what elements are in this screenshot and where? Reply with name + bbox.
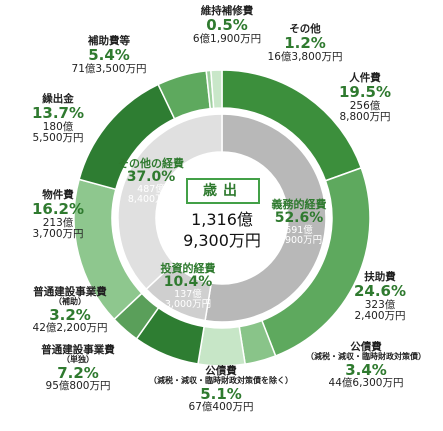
inner-slice-2 <box>117 113 223 291</box>
label-futsu-kensetsu-tandoku: 普通建設事業費 （単独） 7.2% 95億800万円 <box>41 344 115 393</box>
label-sonota-no-keihi: その他の経費 37.0% 487億 8,400万円 <box>118 157 184 206</box>
label-hojohi: 補助費等 5.4% 71億3,500万円 <box>71 35 147 75</box>
label-jinkenhi: 人件費 19.5% 256億 8,800万円 <box>338 72 392 123</box>
outer-slice-3 <box>197 325 247 367</box>
label-futsu-kensetsu-hojo: 普通建設事業費 （補助） 3.2% 42億2,200万円 <box>32 286 108 335</box>
label-kosaihi: 公債費 （減税・減収・臨時財政対策債を除く） 5.1% 67億400万円 <box>149 365 293 414</box>
center-total-line2: 9,300万円 <box>183 230 261 250</box>
label-sonota: その他 1.2% 16億3,800万円 <box>267 23 343 63</box>
label-fujohi: 扶助費 24.6% 323億 2,400万円 <box>353 271 407 322</box>
label-bukkenhi: 物件費 16.2% 213億 3,700万円 <box>31 189 85 240</box>
label-iji-hoshu: 維持補修費 0.5% 6億1,900万円 <box>192 5 262 45</box>
label-toshiteki-keihi: 投資的経費 10.4% 137億 3,000万円 <box>160 262 216 311</box>
label-kuridashikin: 繰出金 13.7% 180億 5,500万円 <box>31 93 85 144</box>
label-gimuteki-keihi: 義務的経費 52.6% 691億 7,900万円 <box>271 198 327 247</box>
center-total-line1: 1,316億 <box>191 210 253 229</box>
label-kosaihi-tokurei: 公債費 （減税・減収・臨時財政対策債） 3.4% 44億6,300万円 <box>306 341 426 390</box>
center-title: 歳出 <box>186 178 260 204</box>
inner-slice-0 <box>204 113 327 323</box>
outer-slice-10 <box>210 69 223 110</box>
center-total: 1,316億 9,300万円 <box>176 210 268 252</box>
